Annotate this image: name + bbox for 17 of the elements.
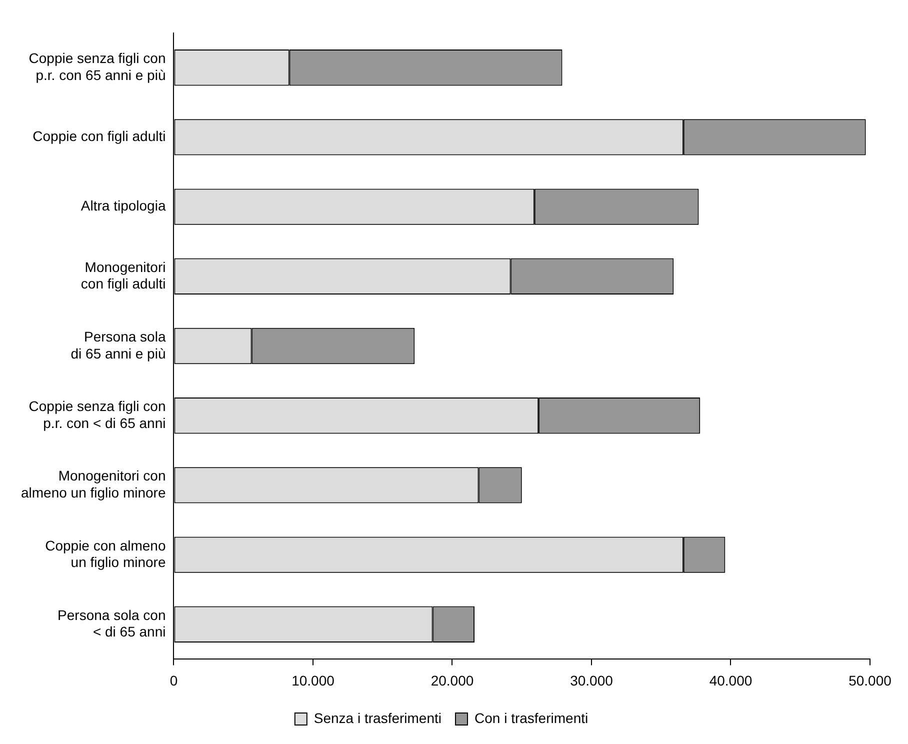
x-tick-label: 20.000 xyxy=(430,672,474,688)
x-tick-label: 50.000 xyxy=(848,672,892,688)
y-tick-label: Monogenitori con almeno un figlio minore xyxy=(20,468,166,500)
x-tick-label: 40.000 xyxy=(709,672,752,688)
legend-label: Con i trasferimenti xyxy=(474,710,588,726)
legend-label: Senza i trasferimenti xyxy=(314,710,442,726)
y-tick-label: Coppie senza figli con p.r. con < di 65 anni xyxy=(28,398,166,431)
y-tick-label: Altra tipologia xyxy=(80,198,166,214)
x-tick-label: 0 xyxy=(170,672,178,688)
y-tick-label: Coppie con almeno un figlio minore xyxy=(45,537,166,570)
y-tick-label: Monogenitori con figli adulti xyxy=(80,258,166,292)
x-tick-label: 30.000 xyxy=(570,672,614,688)
x-tick-label: 10.000 xyxy=(292,672,335,688)
y-tick-label: Coppie con figli adulti xyxy=(32,128,166,144)
y-tick-label: Coppie senza figli con p.r. con 65 anni e più xyxy=(28,50,166,83)
y-tick-label: Persona sola di 65 anni e più xyxy=(70,328,166,362)
y-tick-label: Persona sola con < di 65 anni xyxy=(58,606,166,640)
